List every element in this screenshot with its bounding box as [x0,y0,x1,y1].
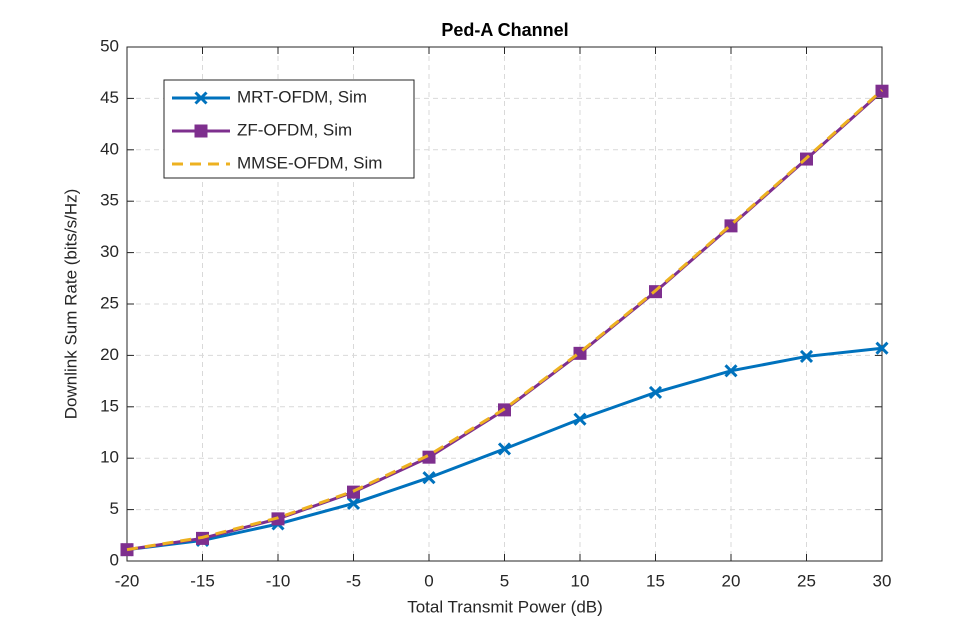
marker [799,349,814,363]
legend-marker [194,91,208,105]
x-tick-label: 10 [571,571,590,590]
y-tick-label: 50 [100,36,119,55]
x-tick-label: -15 [190,571,215,590]
x-tick-label: -5 [346,571,361,590]
x-tick-label: 5 [500,571,509,590]
x-tick-label: 30 [873,571,892,590]
x-tick-label: -20 [115,571,140,590]
plot-area: -20 -15 -10 -5 0 5 10 15 20 25 30 0 5 10 15 20 25 30 35 40 4… [100,36,891,590]
marker [573,412,587,426]
y-tick-label: 0 [110,550,119,569]
x-axis-label: Total Transmit Power (dB) [407,597,603,616]
y-tick-label: 15 [100,396,119,415]
marker [346,496,361,510]
y-tick-label: 30 [100,242,119,261]
axes-box [126,46,883,562]
x-tick-label: 15 [646,571,665,590]
x-tick-label: -10 [266,571,291,590]
marker [648,385,663,399]
marker [724,364,738,378]
x-tick-label: 20 [722,571,741,590]
marker [875,341,889,355]
x-tick-label: 0 [424,571,433,590]
y-tick-label: 10 [100,448,119,467]
legend-label: MMSE-OFDM, Sim [237,153,382,172]
y-axis-label: Downlink Sum Rate (bits/s/Hz) [61,189,80,420]
x-tick-label: 25 [797,571,816,590]
y-tick-label: 5 [110,499,119,518]
y-tick-label: 40 [100,139,119,158]
y-tick-label: 25 [100,293,119,312]
legend-marker [194,124,208,138]
legend-label: ZF-OFDM, Sim [237,120,352,139]
chart-title: Ped-A Channel [441,20,568,40]
y-tick-label: 35 [100,191,119,210]
marker [422,471,436,485]
legend-label: MRT-OFDM, Sim [237,87,367,106]
y-tick-label: 20 [100,345,119,364]
y-tick-label: 45 [100,88,119,107]
marker [497,442,512,456]
series-line [126,89,884,552]
